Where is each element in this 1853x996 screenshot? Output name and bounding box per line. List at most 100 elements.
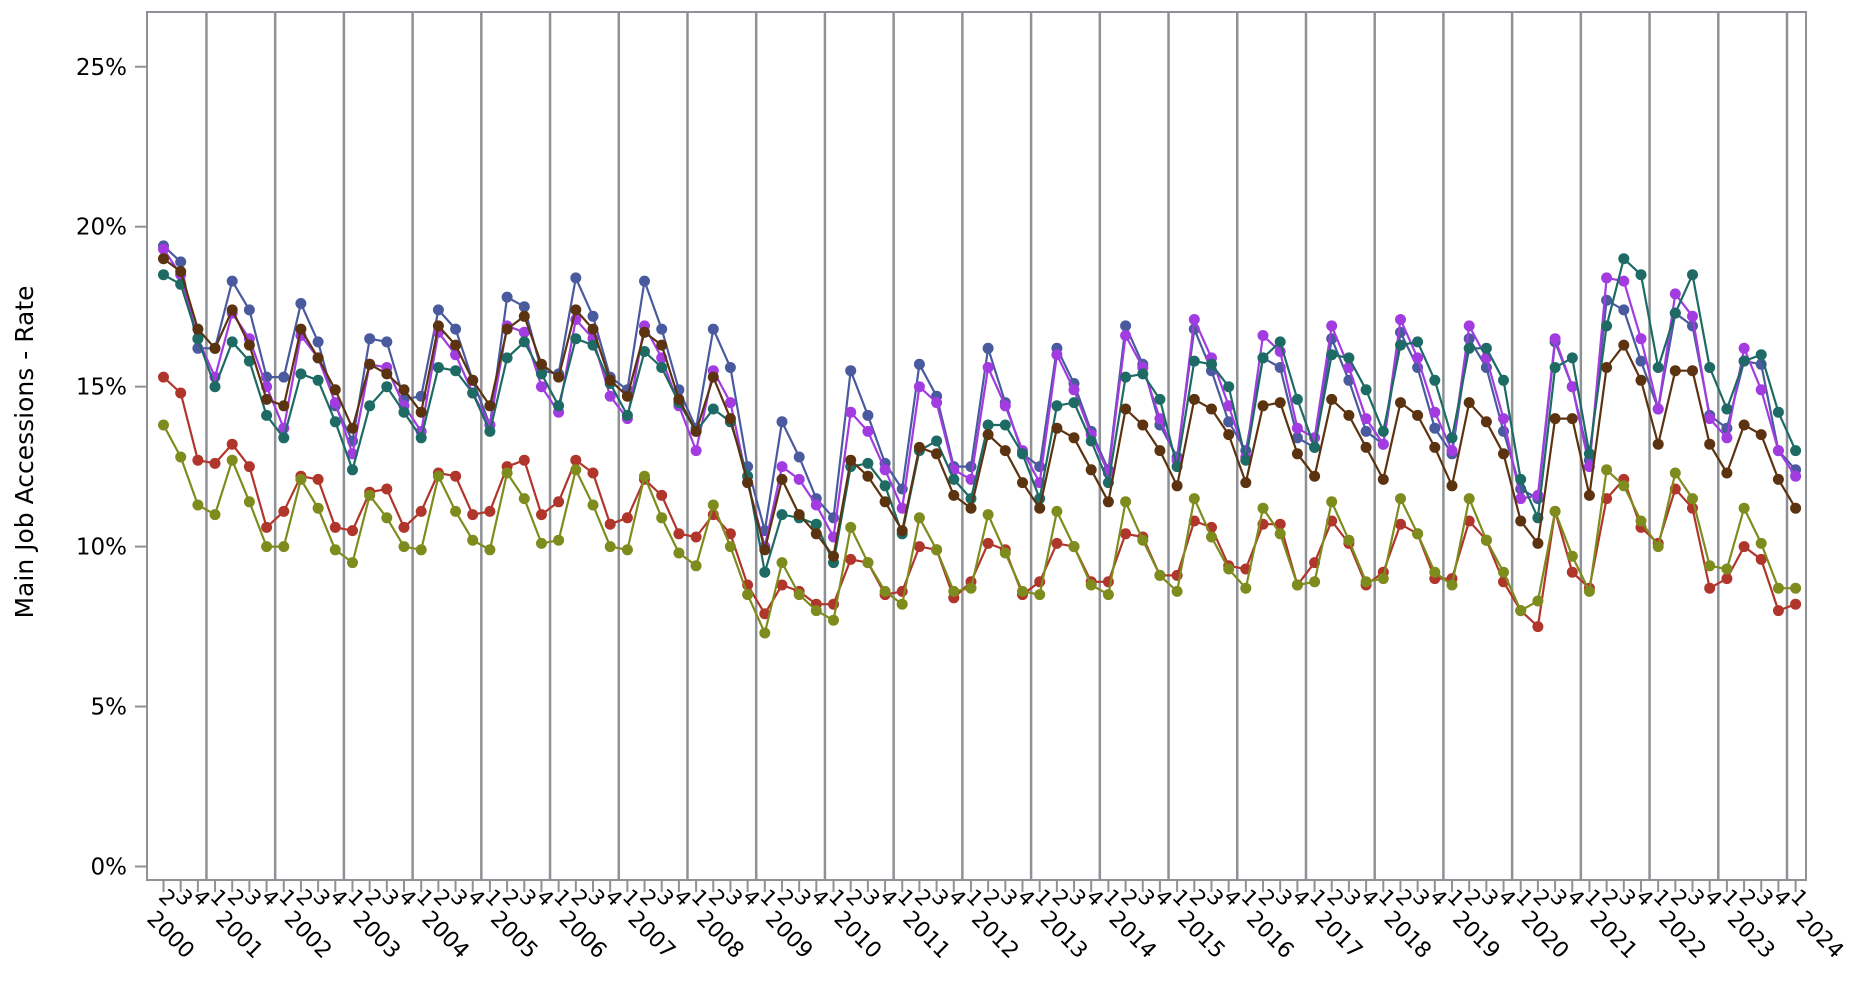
data-point — [1446, 480, 1458, 492]
data-point — [982, 537, 994, 549]
data-point — [1326, 496, 1338, 508]
data-point — [1120, 403, 1132, 415]
data-point — [1257, 330, 1269, 341]
data-point — [1188, 355, 1200, 367]
data-point — [1171, 585, 1183, 597]
y-axis: 0% 5% 10% 15% 20% 25% — [76, 55, 147, 881]
data-point — [1412, 528, 1424, 540]
data-point — [1291, 448, 1303, 460]
year-label: 2010 — [829, 907, 886, 964]
data-point — [536, 381, 547, 393]
data-point — [415, 406, 427, 418]
data-point — [295, 323, 307, 335]
data-point — [776, 473, 788, 485]
data-point — [828, 614, 839, 626]
data-point — [1274, 518, 1286, 530]
data-point — [879, 480, 891, 492]
data-point — [673, 393, 685, 405]
data-point — [570, 304, 582, 316]
data-point — [329, 397, 341, 409]
data-point — [1068, 397, 1080, 409]
year-label: 2013 — [1035, 907, 1092, 964]
data-point — [1669, 467, 1681, 479]
data-point — [1206, 531, 1217, 543]
data-point — [1446, 432, 1458, 444]
data-point — [1772, 605, 1784, 617]
year-label: 2015 — [1172, 907, 1229, 964]
data-point — [536, 368, 547, 380]
data-point — [1480, 534, 1492, 546]
data-point — [518, 326, 530, 338]
data-point — [501, 323, 513, 335]
data-point — [1309, 470, 1321, 482]
data-point — [742, 589, 754, 601]
data-point — [982, 509, 994, 521]
data-point — [415, 432, 427, 444]
plot-frame — [146, 11, 1807, 881]
data-point — [1515, 515, 1527, 527]
data-point — [1154, 413, 1166, 425]
data-point — [1412, 409, 1424, 421]
data-point — [1171, 480, 1183, 492]
data-point — [570, 464, 582, 476]
data-point — [295, 473, 307, 485]
year-label: 2019 — [1447, 907, 1504, 964]
data-point — [1687, 493, 1698, 505]
data-point — [982, 429, 994, 441]
data-point — [999, 419, 1011, 431]
year-label: 2000 — [141, 907, 198, 964]
data-point — [1051, 505, 1063, 517]
data-point — [261, 521, 273, 533]
data-point — [570, 333, 582, 345]
data-point — [1704, 362, 1716, 373]
data-point — [810, 605, 822, 617]
data-point — [1652, 438, 1664, 450]
data-point — [312, 336, 324, 348]
data-point — [828, 550, 839, 562]
data-point — [982, 362, 994, 373]
data-point — [1085, 464, 1097, 476]
data-point — [879, 496, 891, 508]
data-point — [656, 339, 668, 351]
data-point — [587, 499, 599, 511]
data-point — [1601, 362, 1613, 373]
data-point — [398, 541, 410, 553]
data-point — [1309, 441, 1321, 453]
data-point — [587, 310, 599, 322]
data-point — [879, 464, 891, 476]
data-point — [896, 525, 908, 537]
data-point — [604, 541, 616, 553]
data-point — [931, 435, 943, 447]
data-point — [1772, 473, 1784, 485]
data-point — [1240, 582, 1252, 594]
data-point — [1085, 579, 1097, 591]
data-point — [724, 397, 736, 409]
data-point — [587, 467, 599, 479]
data-point — [913, 541, 925, 553]
data-point — [1188, 314, 1200, 325]
data-point — [175, 256, 187, 268]
y-tick-label: 15% — [76, 375, 127, 401]
data-point — [656, 323, 668, 335]
year-label: 2022 — [1653, 907, 1710, 964]
y-tick-label: 0% — [91, 855, 128, 881]
data-point — [261, 409, 273, 421]
data-point — [724, 528, 736, 540]
data-point — [1291, 432, 1303, 444]
data-point — [1326, 393, 1338, 405]
data-point — [415, 544, 427, 556]
data-point — [1412, 336, 1424, 348]
data-point — [1360, 425, 1372, 437]
data-point — [1017, 477, 1028, 489]
data-point — [982, 419, 994, 431]
data-point — [1549, 413, 1561, 425]
data-point — [1309, 576, 1321, 588]
data-point — [518, 493, 530, 505]
data-point — [1429, 374, 1441, 386]
data-point — [1635, 515, 1647, 527]
data-point — [158, 419, 169, 431]
data-point — [1274, 336, 1286, 348]
data-point — [432, 470, 444, 482]
data-point — [1532, 621, 1544, 633]
